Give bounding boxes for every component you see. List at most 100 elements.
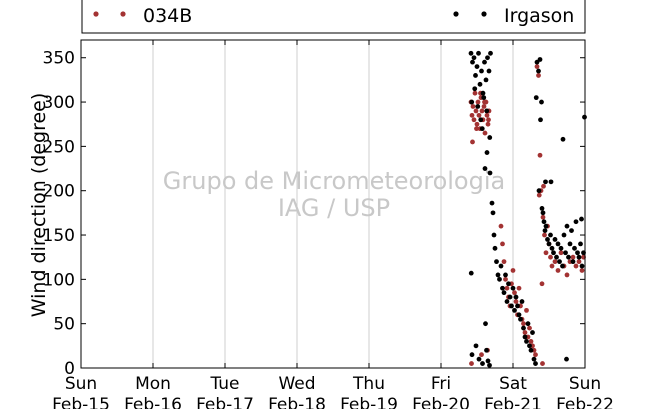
data-point-034b xyxy=(471,117,477,123)
data-point-irgason xyxy=(539,206,545,211)
data-point-034b xyxy=(579,268,585,273)
data-point-034b xyxy=(486,117,491,123)
data-point-034b xyxy=(485,121,491,127)
data-point-034b xyxy=(504,285,510,291)
data-point-irgason xyxy=(483,77,489,83)
data-point-irgason xyxy=(482,166,488,171)
data-point-irgason xyxy=(484,347,489,353)
y-tick-label: 300 xyxy=(43,93,75,113)
data-point-irgason xyxy=(504,299,510,304)
data-point-034b xyxy=(555,268,561,273)
x-tick-label-day: Fri xyxy=(431,374,451,394)
data-point-034b xyxy=(539,281,545,287)
data-point-irgason xyxy=(546,241,552,247)
data-point-irgason xyxy=(540,210,546,216)
data-point-034b xyxy=(533,352,538,358)
data-point-irgason xyxy=(545,237,550,242)
data-point-irgason xyxy=(549,245,555,251)
x-tick-label-date: Feb-20 xyxy=(412,395,470,409)
data-point-irgason xyxy=(479,126,485,132)
data-point-irgason xyxy=(558,245,564,251)
data-point-irgason xyxy=(469,352,475,358)
data-point-irgason xyxy=(573,219,579,225)
legend-marker-034b xyxy=(120,11,126,17)
data-point-irgason xyxy=(578,241,583,247)
data-point-irgason xyxy=(473,73,478,78)
y-tick-label: 350 xyxy=(43,49,75,69)
data-point-irgason xyxy=(567,241,573,247)
data-point-irgason xyxy=(561,232,567,238)
data-point-irgason xyxy=(480,361,485,366)
data-point-034b xyxy=(573,263,579,269)
data-point-irgason xyxy=(539,99,544,105)
y-axis-title: Wind direction (degree) xyxy=(28,93,50,318)
data-point-034b xyxy=(512,290,517,296)
legend-marker-irgason xyxy=(453,11,459,17)
data-point-irgason xyxy=(510,285,516,291)
data-point-irgason xyxy=(490,210,496,216)
y-tick-label: 250 xyxy=(43,137,75,157)
y-tick-label: 0 xyxy=(64,359,75,379)
data-point-irgason xyxy=(557,259,562,265)
data-point-irgason xyxy=(471,55,477,61)
data-point-irgason xyxy=(538,117,543,123)
data-point-irgason xyxy=(516,312,522,318)
plot-frame xyxy=(80,39,586,369)
data-point-034b xyxy=(501,259,507,265)
data-point-irgason xyxy=(563,250,568,256)
data-point-irgason xyxy=(524,339,529,344)
data-point-irgason xyxy=(485,55,490,61)
data-point-034b xyxy=(476,112,482,118)
data-point-034b xyxy=(498,223,504,229)
data-point-irgason xyxy=(518,316,523,322)
data-point-irgason xyxy=(474,64,480,69)
x-tick-label-date: Feb-18 xyxy=(268,395,326,409)
data-point-034b xyxy=(543,250,549,256)
data-point-034b xyxy=(482,99,487,105)
data-point-irgason xyxy=(492,245,498,251)
data-point-irgason xyxy=(513,294,519,300)
data-point-irgason xyxy=(542,228,548,233)
data-point-034b xyxy=(475,99,481,105)
data-point-irgason xyxy=(484,108,490,114)
data-point-irgason xyxy=(536,68,541,74)
x-tick-label-date: Feb-17 xyxy=(196,395,254,409)
data-point-irgason xyxy=(483,321,488,327)
x-tick-label-date: Feb-15 xyxy=(52,395,110,409)
data-point-034b xyxy=(522,330,528,335)
data-point-irgason xyxy=(537,57,543,62)
data-point-irgason xyxy=(473,343,479,349)
y-tick-label: 200 xyxy=(43,182,75,202)
data-point-irgason xyxy=(482,59,487,65)
data-point-irgason xyxy=(519,299,525,304)
x-tick-label-day: Thu xyxy=(352,374,385,394)
data-point-irgason xyxy=(470,59,475,65)
data-point-irgason xyxy=(569,228,574,233)
data-point-irgason xyxy=(521,325,526,331)
data-point-irgason xyxy=(536,188,542,194)
data-point-irgason xyxy=(509,303,514,309)
data-point-irgason xyxy=(478,117,484,123)
data-point-034b xyxy=(473,108,479,114)
data-point-irgason xyxy=(543,223,549,229)
data-point-irgason xyxy=(468,50,474,56)
y-axis-ticks: 0 50 100 150 200 250 300 350 xyxy=(43,49,585,379)
data-point-irgason xyxy=(485,358,491,364)
data-point-irgason xyxy=(500,285,505,291)
data-point-034b xyxy=(540,214,546,220)
data-point-034b xyxy=(558,250,564,256)
data-point-034b xyxy=(510,268,516,273)
data-point-irgason xyxy=(468,270,474,276)
data-point-irgason xyxy=(512,307,517,313)
data-point-034b xyxy=(503,276,508,282)
data-point-irgason xyxy=(570,259,576,265)
data-point-irgason xyxy=(564,356,569,362)
legend: 034B Irgason xyxy=(81,0,586,34)
data-point-irgason xyxy=(472,86,478,92)
data-point-irgason xyxy=(488,50,493,56)
data-point-034b xyxy=(474,126,479,132)
data-point-034b xyxy=(481,104,487,109)
data-point-irgason xyxy=(575,250,580,256)
watermark-line-2: IAG / USP xyxy=(278,194,390,222)
data-point-irgason xyxy=(555,241,561,247)
